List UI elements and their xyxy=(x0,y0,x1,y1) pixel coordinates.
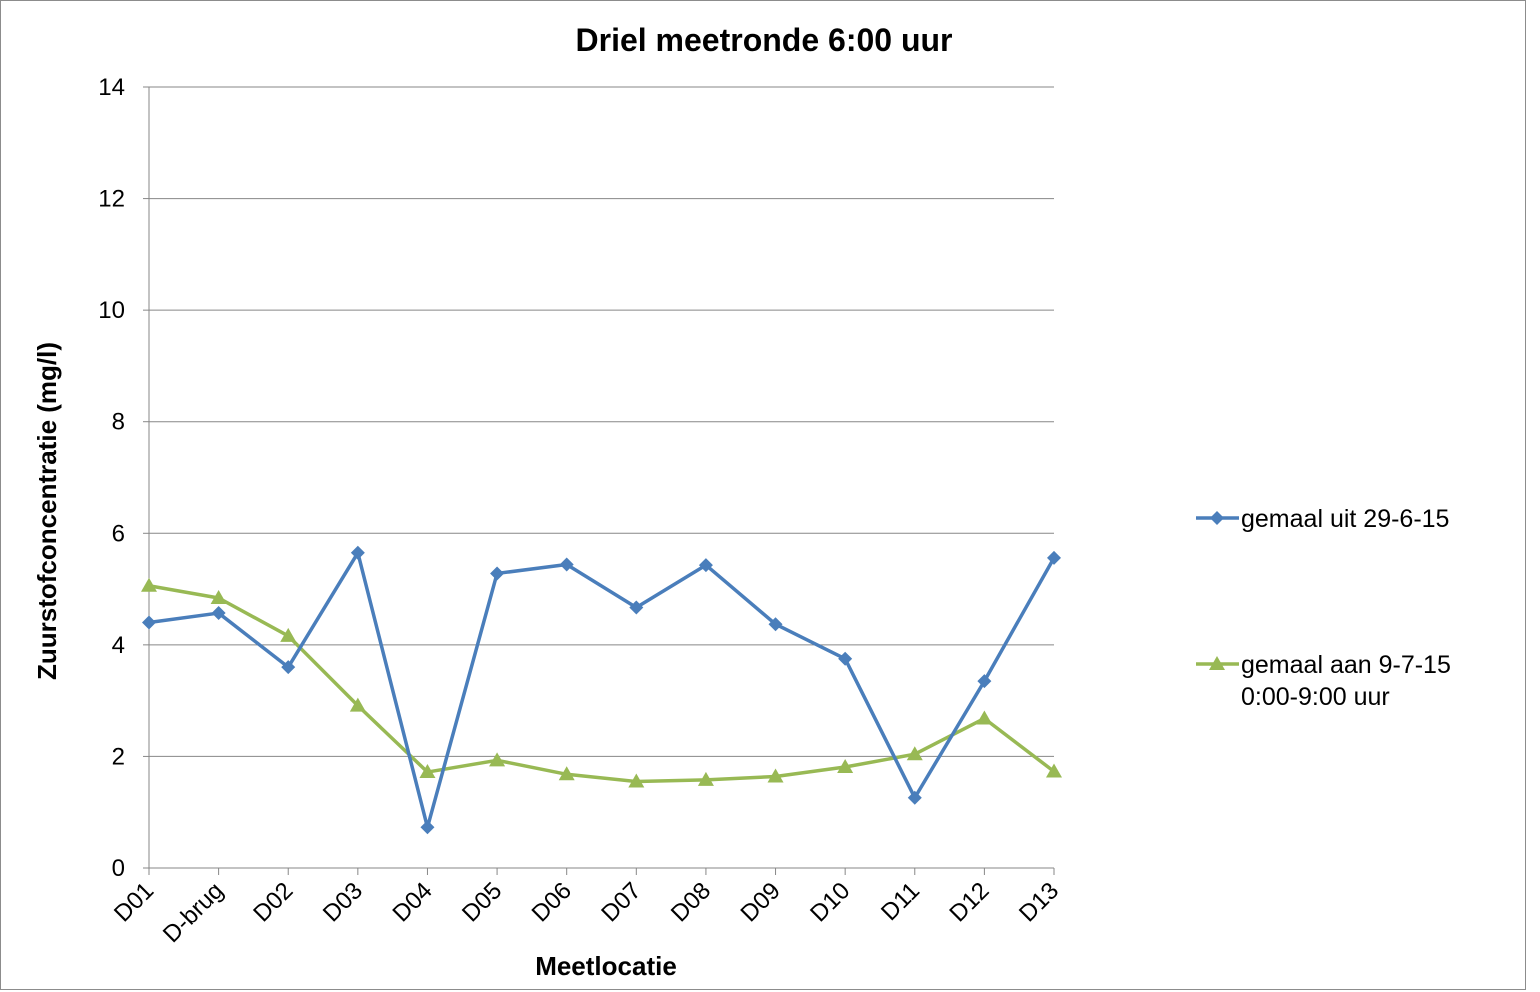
chart-title: Driel meetronde 6:00 uur xyxy=(576,22,953,58)
data-point xyxy=(141,577,157,592)
x-tick-label: D13 xyxy=(1014,877,1064,927)
data-point xyxy=(558,766,575,781)
x-tick-label: D01 xyxy=(109,877,159,927)
y-tick-label: 0 xyxy=(112,855,125,882)
y-tick-label: 14 xyxy=(98,74,125,101)
y-tick-label: 2 xyxy=(112,743,125,770)
data-point xyxy=(419,764,436,779)
data-point xyxy=(559,557,574,572)
series-line xyxy=(148,584,1056,784)
data-point xyxy=(697,771,714,786)
data-point xyxy=(767,768,784,783)
x-tick-label: D04 xyxy=(387,877,437,927)
data-point xyxy=(489,752,506,767)
legend-item-2: gemaal aan 9-7-15 0:00-9:00 uur xyxy=(1196,651,1451,711)
x-tick-label: D11 xyxy=(876,877,925,926)
axes xyxy=(143,86,1055,875)
y-axis-title: Zuurstofconcentratie (mg/l) xyxy=(32,342,62,680)
legend-label: gemaal uit 29-6-15 xyxy=(1241,505,1449,533)
x-tick-label: D06 xyxy=(527,877,577,927)
data-point xyxy=(211,606,226,621)
y-tick-labels: 0 2 4 6 8 10 12 14 xyxy=(98,74,125,882)
data-point xyxy=(349,697,366,712)
series-1 xyxy=(142,545,1061,835)
y-tick-label: 12 xyxy=(98,186,125,213)
y-tick-label: 6 xyxy=(112,520,125,547)
x-tick-label: D05 xyxy=(457,877,507,927)
legend: gemaal uit 29-6-15 gemaal aan 9-7-15 0:00-… xyxy=(1196,505,1451,711)
data-point xyxy=(629,600,644,615)
legend-label: 0:00-9:00 uur xyxy=(1241,683,1390,711)
data-point xyxy=(838,651,853,666)
y-tick-label: 8 xyxy=(112,409,125,436)
legend-item-1: gemaal uit 29-6-15 xyxy=(1196,505,1449,533)
data-point xyxy=(281,660,296,675)
data-point xyxy=(698,558,713,573)
data-point xyxy=(1209,656,1225,670)
data-point xyxy=(976,710,993,725)
data-point xyxy=(977,674,992,689)
x-tick-label: D03 xyxy=(318,877,368,927)
data-point xyxy=(350,545,365,560)
x-tick-label: D07 xyxy=(596,877,646,927)
data-point xyxy=(280,627,297,642)
x-tick-label: D-brug xyxy=(158,877,229,948)
data-point xyxy=(210,589,227,604)
data-point xyxy=(142,615,156,630)
data-point xyxy=(1210,511,1224,525)
series-line xyxy=(148,551,1056,830)
x-tick-label: D02 xyxy=(248,877,298,927)
x-tick-label: D10 xyxy=(805,877,855,927)
data-point xyxy=(490,566,505,581)
data-point xyxy=(768,617,783,632)
data-point xyxy=(1046,763,1062,778)
x-axis-title: Meetlocatie xyxy=(535,951,677,981)
data-point xyxy=(1047,550,1061,565)
y-tick-label: 10 xyxy=(98,297,125,324)
legend-label: gemaal aan 9-7-15 xyxy=(1241,651,1451,679)
x-tick-label: D12 xyxy=(944,877,994,927)
data-point xyxy=(420,820,435,835)
x-tick-label: D09 xyxy=(736,877,786,927)
data-point xyxy=(906,746,923,761)
series-lines xyxy=(141,545,1062,835)
x-tick-label: D08 xyxy=(666,877,716,927)
data-point xyxy=(837,759,854,774)
gridlines xyxy=(149,86,1054,757)
data-point xyxy=(628,773,645,788)
data-point xyxy=(907,790,922,805)
y-tick-label: 4 xyxy=(112,632,125,659)
